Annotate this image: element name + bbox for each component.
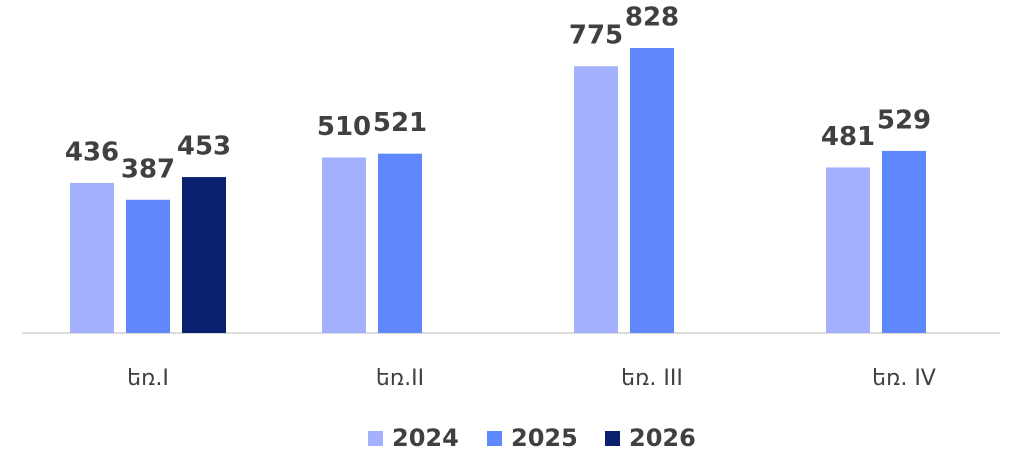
- data-label: 387: [121, 154, 175, 184]
- x-tick-label: եռ.I: [127, 366, 169, 391]
- legend-swatch: [605, 431, 620, 446]
- legend-swatch: [487, 431, 502, 446]
- bar: [126, 199, 170, 333]
- x-tick-label: եռ.II: [376, 366, 424, 391]
- data-label: 436: [65, 137, 119, 167]
- bar: [70, 182, 114, 333]
- bar: [378, 153, 422, 333]
- bar: [826, 167, 870, 333]
- data-label: 481: [821, 122, 875, 152]
- x-tick-label: եռ. III: [621, 366, 683, 391]
- data-label: 828: [625, 3, 679, 33]
- legend-label: 2024: [392, 424, 459, 452]
- data-label: 453: [177, 132, 231, 162]
- bar: [574, 66, 618, 334]
- bar: [882, 150, 926, 333]
- bar: [322, 157, 366, 333]
- bar: [630, 48, 674, 333]
- data-label: 521: [373, 108, 427, 138]
- legend-label: 2025: [511, 424, 578, 452]
- bar: [182, 177, 226, 333]
- legend-label: 2026: [629, 424, 696, 452]
- legend-swatch: [368, 431, 383, 446]
- x-tick-label: եռ. IV: [872, 366, 936, 391]
- data-label: 529: [877, 105, 931, 135]
- data-label: 510: [317, 112, 371, 142]
- data-label: 775: [569, 21, 623, 51]
